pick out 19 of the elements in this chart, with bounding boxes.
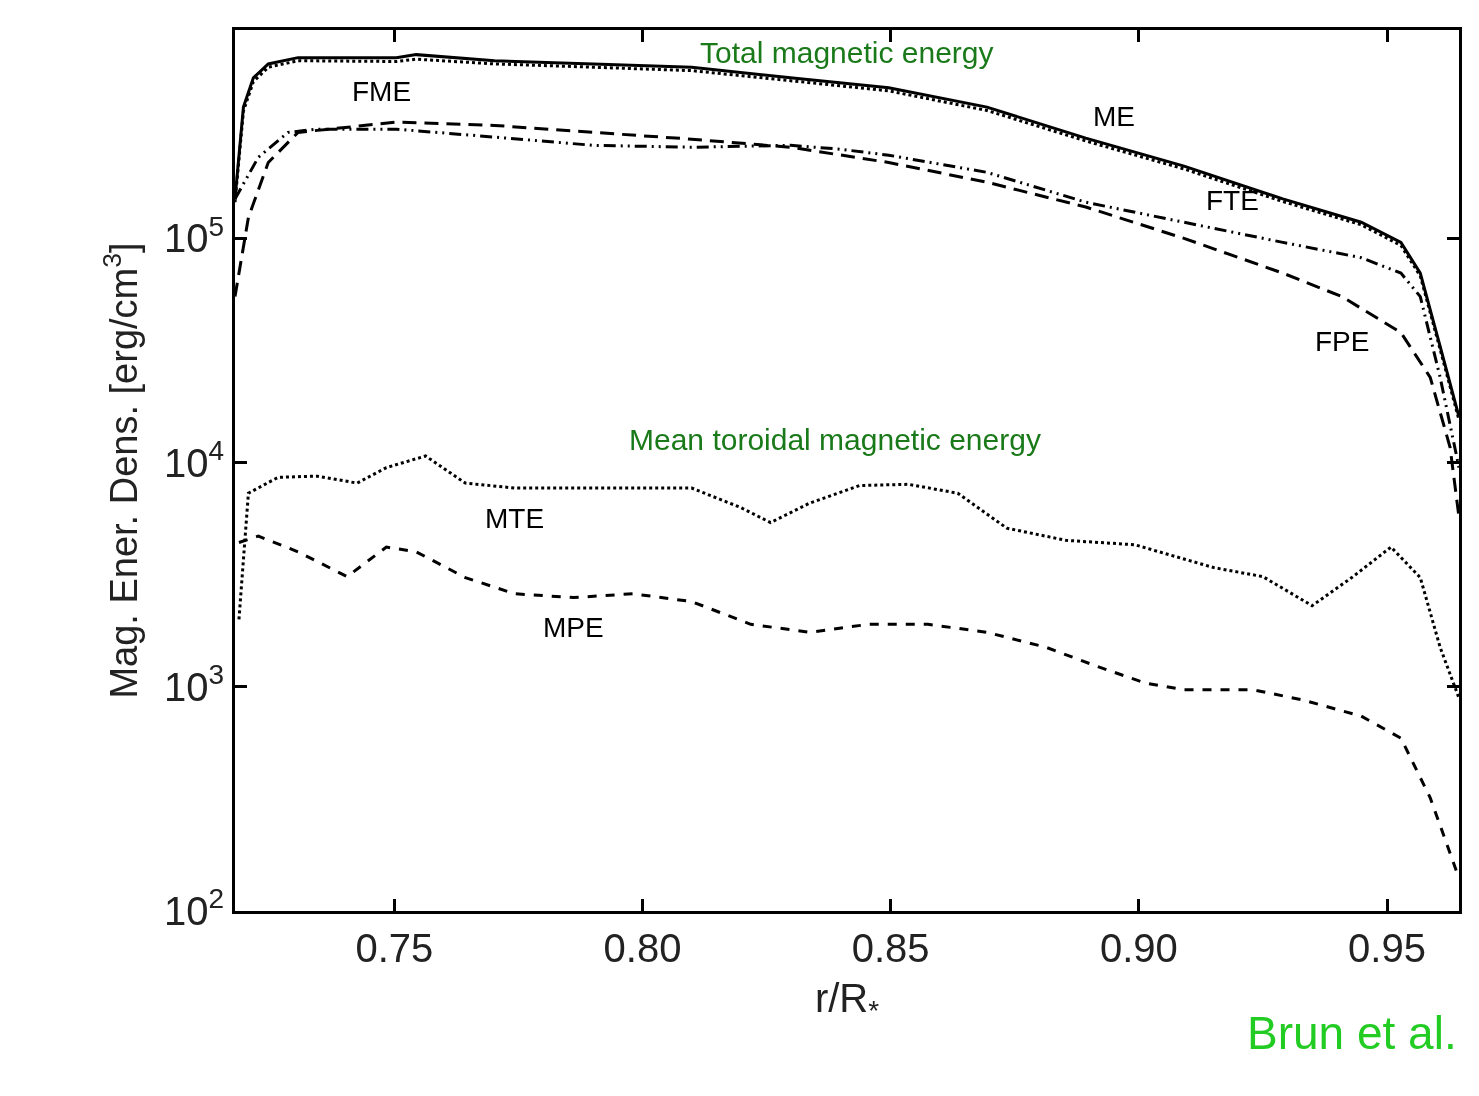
annotation: Total magnetic energy	[700, 36, 994, 69]
y-tick-label: 10$^{2}$	[163, 883, 224, 933]
series-label: ME	[1093, 101, 1135, 132]
y-tick-label: 10$^{3}$	[163, 658, 224, 709]
series-label: FTE	[1206, 185, 1259, 216]
x-axis-title: r/R$_{*}$	[814, 975, 880, 1026]
y-tick-label: 10$^{4}$	[163, 434, 224, 485]
series-label: MTE	[485, 503, 545, 534]
text: Brun et al.	[1247, 1007, 1457, 1059]
y-tick-label: 10$^{5}$	[163, 210, 224, 261]
x-tick-label: 0.80	[603, 926, 682, 970]
x-tick-label: 0.95	[1348, 926, 1426, 970]
x-tick-label: 0.75	[355, 926, 434, 970]
series-label: MPE	[543, 612, 604, 643]
series-label: FME	[352, 76, 412, 107]
annotation: Mean toroidal magnetic energy	[629, 423, 1041, 456]
x-tick-label: 0.90	[1099, 926, 1178, 970]
x-tick-label: 0.85	[851, 926, 930, 970]
series-label: FPE	[1315, 326, 1370, 357]
